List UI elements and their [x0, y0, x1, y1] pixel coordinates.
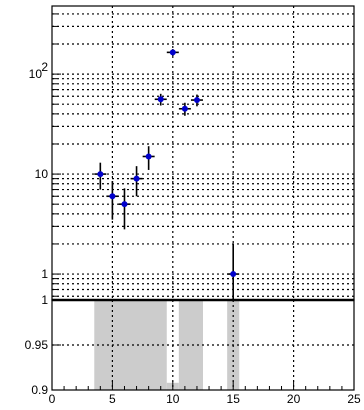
data-point — [97, 171, 104, 178]
data-point — [133, 175, 140, 182]
data-point — [157, 96, 164, 103]
bottom-panel: 0 5 10 15 20 25 0.9 0.95 1 — [25, 293, 361, 406]
tick-label-y: 10 — [35, 167, 49, 181]
tick-label-y: 10 — [29, 67, 43, 81]
data-point — [193, 97, 200, 104]
tick-label-y: 0.95 — [25, 338, 49, 352]
tick-label-x: 25 — [347, 392, 361, 406]
tick-label-y-exponent: 2 — [41, 60, 48, 74]
band-bar — [94, 300, 167, 390]
tick-label-x: 10 — [166, 392, 180, 406]
tick-label-x: 20 — [287, 392, 301, 406]
data-point — [230, 271, 237, 278]
data-point — [145, 153, 152, 160]
tick-label-y: 1 — [41, 293, 48, 307]
data-point — [181, 105, 188, 112]
data-point — [109, 193, 116, 200]
tick-label-x: 15 — [227, 392, 241, 406]
plot-frame — [51, 5, 355, 301]
data-point — [121, 201, 128, 208]
tick-label-y: 0.9 — [31, 383, 48, 397]
tick-label-x: 5 — [109, 392, 116, 406]
data-point — [169, 49, 176, 56]
tick-label-x: 0 — [49, 392, 56, 406]
tick-label-y: 1 — [41, 267, 48, 281]
